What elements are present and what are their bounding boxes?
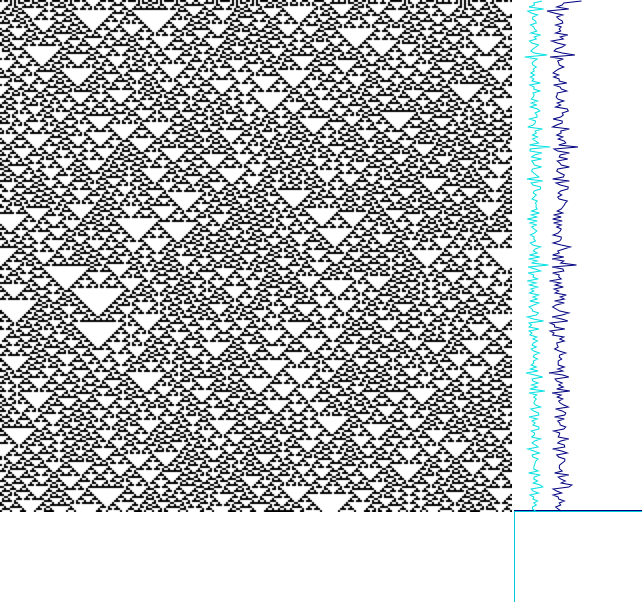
density-series-secondary	[524, 0, 551, 512]
density-series-primary	[546, 0, 582, 512]
automaton-spacetime-grid	[0, 0, 512, 512]
